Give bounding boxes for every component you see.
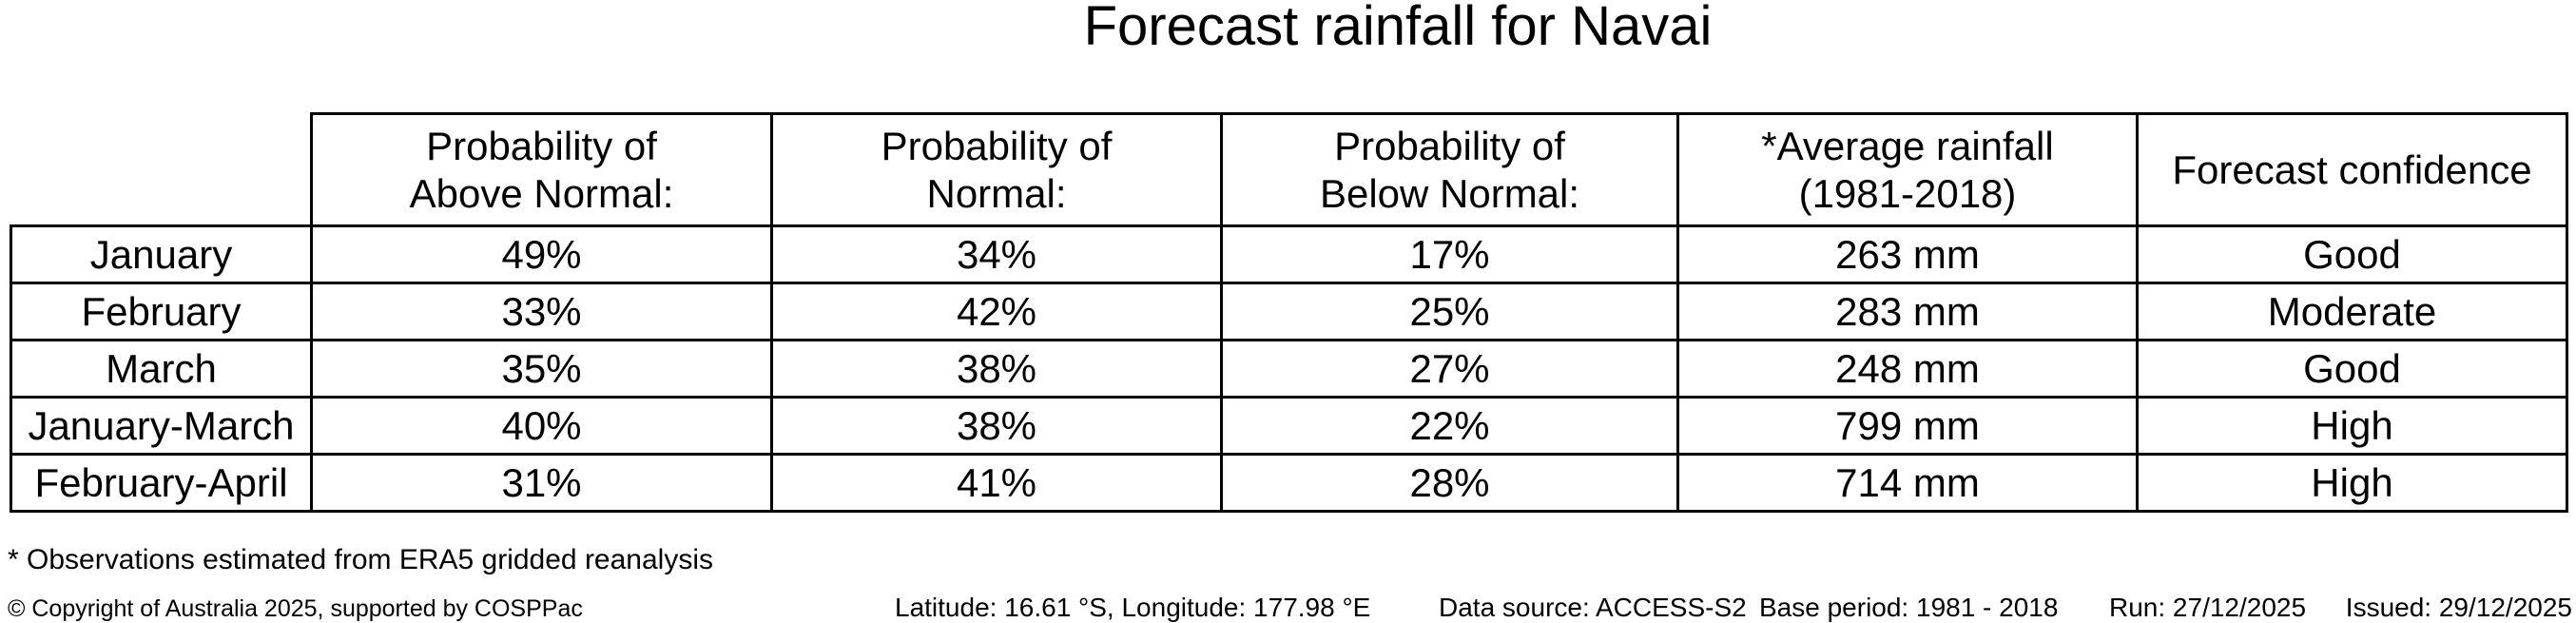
cell-normal: 38%	[770, 339, 1223, 399]
header-line: Probability of	[1334, 123, 1565, 168]
header-line: Probability of	[881, 123, 1113, 168]
cell-normal: 42%	[770, 282, 1223, 341]
base-period-text: Base period: 1981 - 2018	[1759, 593, 2059, 622]
run-date-text: Run: 27/12/2025	[2109, 593, 2307, 622]
col-header-average-rainfall: *Average rainfall (1981-2018)	[1676, 112, 2139, 227]
table-row-march: March 35% 38% 27% 248 mm Good	[10, 339, 2568, 399]
row-label: January-March	[10, 396, 313, 456]
location-text: Latitude: 16.61 °S, Longitude: 177.98 °E	[895, 593, 1371, 622]
header-line: Forecast confidence	[2172, 146, 2532, 192]
forecast-table: Probability of Above Normal: Probability…	[10, 112, 2568, 513]
cell-normal: 34%	[770, 224, 1223, 284]
issued-date-text: Issued: 29/12/2025	[2345, 593, 2572, 622]
cell-above-normal: 33%	[310, 282, 773, 341]
cell-average-rainfall: 263 mm	[1676, 224, 2139, 284]
col-header-forecast-confidence: Forecast confidence	[2136, 112, 2568, 227]
cell-average-rainfall: 714 mm	[1676, 453, 2139, 513]
cell-confidence: High	[2136, 453, 2568, 513]
header-line: *Average rainfall	[1761, 123, 2054, 168]
data-source-text: Data source: ACCESS-S2	[1439, 593, 1747, 622]
cell-above-normal: 49%	[310, 224, 773, 284]
cell-below-normal: 27%	[1220, 339, 1679, 399]
cell-confidence: Good	[2136, 339, 2568, 399]
header-row: Probability of Above Normal: Probability…	[11, 112, 2568, 227]
cell-average-rainfall: 283 mm	[1676, 282, 2139, 341]
table-row-february: February 33% 42% 25% 283 mm Moderate	[10, 282, 2568, 341]
row-label: March	[10, 339, 313, 399]
header-line: (1981-2018)	[1798, 170, 2017, 216]
row-label: February	[10, 282, 313, 341]
chart-title-text: Forecast rainfall for Navai	[1083, 0, 1713, 57]
cell-above-normal: 40%	[310, 396, 773, 456]
cell-above-normal: 31%	[310, 453, 773, 513]
cell-average-rainfall: 799 mm	[1676, 396, 2139, 456]
footnote: * Observations estimated from ERA5 gridd…	[8, 544, 714, 575]
cell-normal: 41%	[770, 453, 1223, 513]
cell-below-normal: 28%	[1220, 453, 1679, 513]
corner-blank-cell	[11, 114, 312, 226]
copyright-text: © Copyright of Australia 2025, supported…	[8, 595, 583, 622]
cell-above-normal: 35%	[310, 339, 773, 399]
table-row-february-april: February-April 31% 41% 28% 714 mm High	[10, 453, 2568, 513]
header-line: Below Normal:	[1319, 170, 1580, 216]
cell-confidence: High	[2136, 396, 2568, 456]
col-header-above-normal: Probability of Above Normal:	[310, 112, 773, 227]
chart-title: Forecast rainfall for Navai	[1084, 0, 1713, 58]
header-line: Probability of	[426, 123, 657, 168]
row-label: January	[10, 224, 313, 284]
table-row-january: January 49% 34% 17% 263 mm Good	[10, 224, 2568, 284]
header-line: Normal:	[926, 170, 1067, 216]
table-row-january-march: January-March 40% 38% 22% 799 mm High	[10, 396, 2568, 456]
cell-below-normal: 25%	[1220, 282, 1679, 341]
cell-average-rainfall: 248 mm	[1676, 339, 2139, 399]
cell-below-normal: 22%	[1220, 396, 1679, 456]
cell-confidence: Moderate	[2136, 282, 2568, 341]
header-line: Above Normal:	[409, 170, 674, 216]
row-label: February-April	[10, 453, 313, 513]
cell-normal: 38%	[770, 396, 1223, 456]
cell-below-normal: 17%	[1220, 224, 1679, 284]
col-header-below-normal: Probability of Below Normal:	[1220, 112, 1679, 227]
cell-confidence: Good	[2136, 224, 2568, 284]
col-header-normal: Probability of Normal:	[770, 112, 1223, 227]
